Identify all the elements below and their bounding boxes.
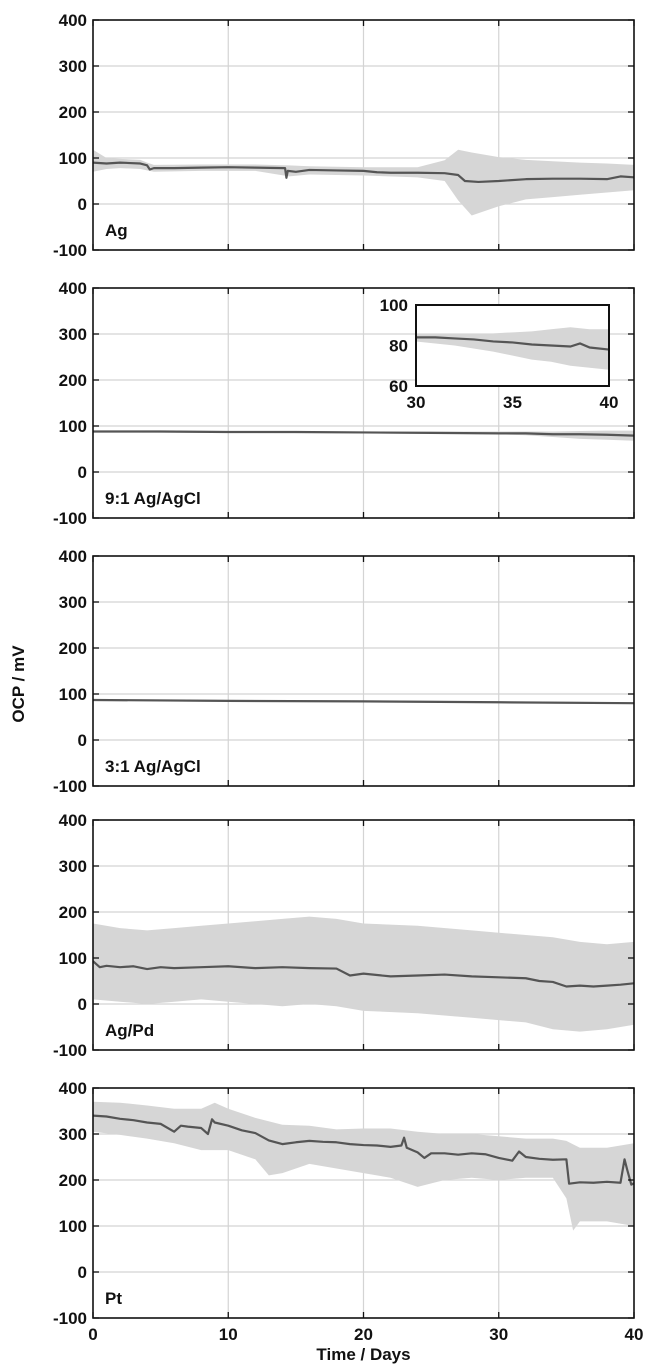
y-tick-label: 0 <box>78 731 87 750</box>
inset-y-tick-label: 100 <box>380 296 408 315</box>
y-tick-label: 300 <box>59 57 87 76</box>
panel-label: Ag/Pd <box>105 1021 154 1040</box>
y-tick-label: 300 <box>59 857 87 876</box>
y-tick-label: -100 <box>53 241 87 260</box>
y-tick-label: -100 <box>53 1041 87 1060</box>
y-tick-label: 400 <box>59 279 87 298</box>
mean-line <box>92 1114 635 1186</box>
x-tick-label: 40 <box>625 1325 644 1344</box>
y-tick-label: 200 <box>59 371 87 390</box>
inset-y-tick-label: 60 <box>389 377 408 396</box>
x-tick-label: 0 <box>88 1325 97 1344</box>
panel-2: -100 0 100 200 300 400 9:1 Ag/AgCl 60 80 100 30 35 4… <box>53 279 635 528</box>
y-tick-label: 400 <box>59 11 87 30</box>
variability-band <box>93 1101 634 1231</box>
inset-x-tick-label: 35 <box>503 393 522 412</box>
inset-x-tick-label: 40 <box>600 393 619 412</box>
y-tick-label: 300 <box>59 593 87 612</box>
y-tick-label: 300 <box>59 1125 87 1144</box>
mean-line <box>92 161 635 184</box>
mean-line <box>92 960 635 988</box>
y-tick-label: 100 <box>59 685 87 704</box>
panel-label: Pt <box>105 1289 122 1308</box>
y-tick-label: 0 <box>78 1263 87 1282</box>
y-tick-label: 100 <box>59 149 87 168</box>
x-tick-label: 10 <box>219 1325 238 1344</box>
panel-label: Ag <box>105 221 128 240</box>
y-tick-label: 100 <box>59 949 87 968</box>
y-tick-label: 0 <box>78 195 87 214</box>
y-tick-label: 200 <box>59 103 87 122</box>
mean-line <box>93 430 635 437</box>
y-tick-label: -100 <box>53 509 87 528</box>
y-tick-label: 200 <box>59 1171 87 1190</box>
x-tick-label: 30 <box>489 1325 508 1344</box>
inset-mean-line <box>416 336 610 351</box>
y-tick-label: 300 <box>59 325 87 344</box>
inset-frame <box>415 304 610 387</box>
y-axis-title: OCP / mV <box>9 645 28 723</box>
panel-label: 9:1 Ag/AgCl <box>105 489 201 508</box>
x-axis-title: Time / Days <box>316 1345 410 1364</box>
mean-line <box>92 698 635 705</box>
inset-y-tick-label: 80 <box>389 337 408 356</box>
y-tick-label: 0 <box>78 995 87 1014</box>
y-tick-label: 400 <box>59 811 87 830</box>
y-tick-label: 400 <box>59 1079 87 1098</box>
y-tick-label: -100 <box>53 777 87 796</box>
panel-1: -100 0 100 200 300 400 Ag <box>53 11 635 260</box>
x-tick-label: 20 <box>354 1325 373 1344</box>
y-tick-label: 200 <box>59 639 87 658</box>
y-tick-label: 0 <box>78 463 87 482</box>
y-tick-label: 200 <box>59 903 87 922</box>
inset-chart: 60 80 100 30 35 40 <box>380 296 619 412</box>
y-tick-label: 100 <box>59 417 87 436</box>
panel-label: 3:1 Ag/AgCl <box>105 757 201 776</box>
inset-x-tick-label: 30 <box>407 393 426 412</box>
panel-3: -100 0 100 200 300 400 3:1 Ag/AgCl <box>53 547 635 796</box>
y-tick-label: 400 <box>59 547 87 566</box>
panel-4: -100 0 100 200 300 400 Ag/Pd <box>53 811 635 1060</box>
y-tick-label: -100 <box>53 1309 87 1328</box>
y-tick-label: 100 <box>59 1217 87 1236</box>
